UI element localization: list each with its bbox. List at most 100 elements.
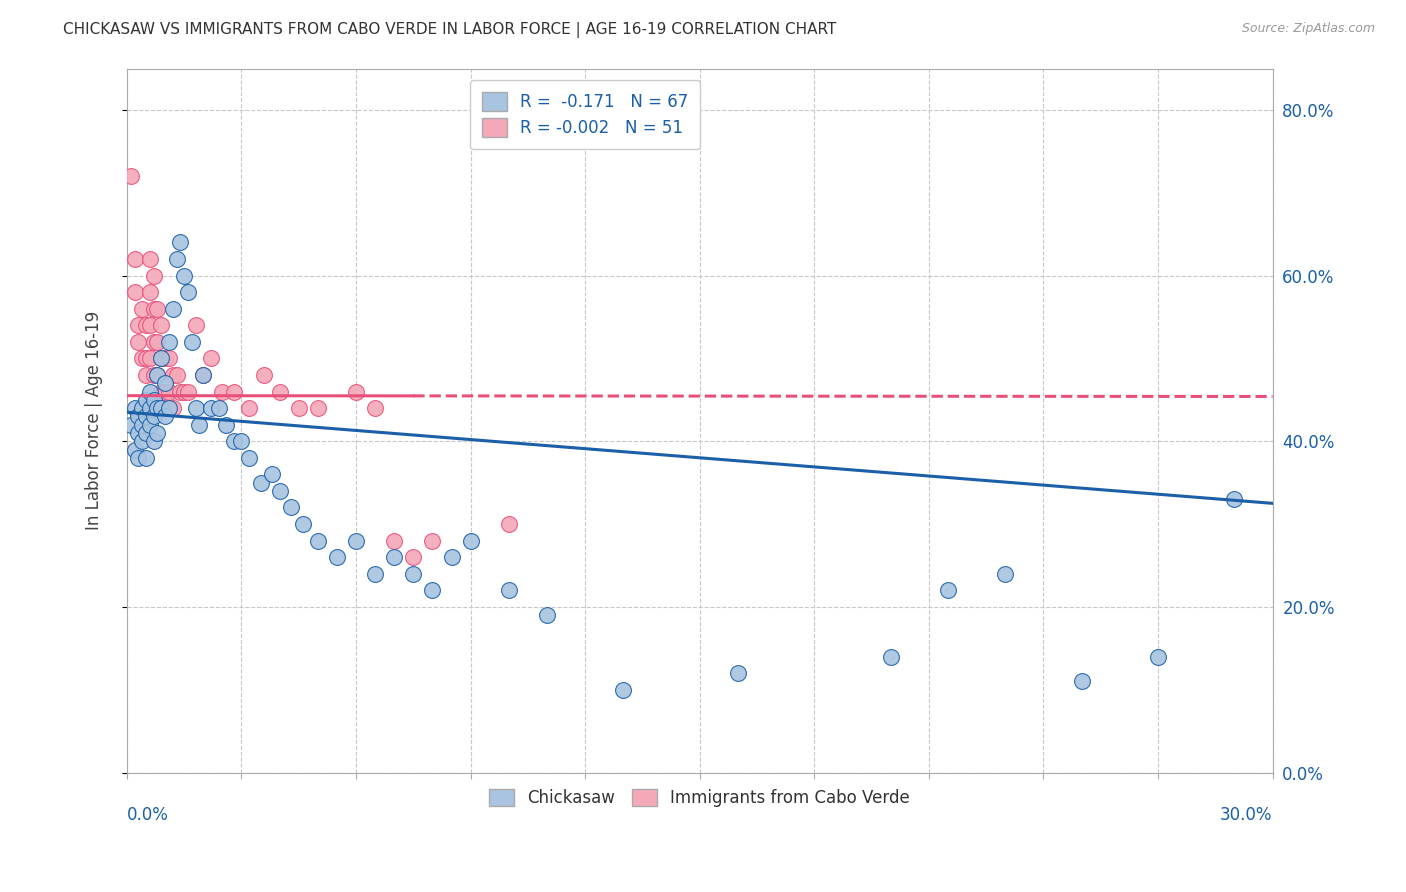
Point [135,368,157,382]
Point [207,401,229,416]
Point [142,368,165,382]
Point [498,583,520,598]
Point [124,252,146,266]
Point [146,368,169,382]
Point [936,583,959,598]
Point [238,450,260,465]
Point [422,583,444,598]
Point [150,351,173,366]
Point [402,550,425,565]
Point [326,550,349,565]
Point [269,483,291,498]
Point [169,235,191,250]
Point [146,401,169,416]
Y-axis label: In Labor Force | Age 16-19: In Labor Force | Age 16-19 [86,311,103,530]
Point [131,351,153,366]
Point [402,566,425,581]
Point [287,401,309,416]
Point [180,334,202,349]
Point [727,666,749,681]
Text: CHICKASAW VS IMMIGRANTS FROM CABO VERDE IN LABOR FORCE | AGE 16-19 CORRELATION C: CHICKASAW VS IMMIGRANTS FROM CABO VERDE … [63,22,837,38]
Point [344,384,367,399]
Point [142,334,165,349]
Point [211,384,233,399]
Point [139,252,162,266]
Point [382,533,405,548]
Point [231,434,253,449]
Point [193,368,215,382]
Point [150,384,173,399]
Point [440,550,463,565]
Point [364,566,387,581]
Point [153,409,176,424]
Text: 0.0%: 0.0% [127,806,169,824]
Point [498,516,520,531]
Point [344,533,367,548]
Point [127,318,149,333]
Point [153,351,176,366]
Point [177,285,200,300]
Point [131,417,153,432]
Point [169,384,191,399]
Point [879,649,901,664]
Point [200,351,222,366]
Point [162,301,184,316]
Point [222,384,245,399]
Point [269,384,291,399]
Point [139,384,162,399]
Point [162,368,184,382]
Point [166,252,188,266]
Point [536,608,558,623]
Point [127,409,149,424]
Point [253,368,276,382]
Point [307,401,329,416]
Point [131,301,153,316]
Point [157,401,180,416]
Point [382,550,405,565]
Point [222,434,245,449]
Point [249,475,271,490]
Point [142,268,165,283]
Point [139,285,162,300]
Point [422,533,444,548]
Point [142,434,165,449]
Point [139,351,162,366]
Point [139,417,162,432]
Point [215,417,238,432]
Point [1223,492,1246,507]
Point [307,533,329,548]
Text: Source: ZipAtlas.com: Source: ZipAtlas.com [1241,22,1375,36]
Point [146,425,169,440]
Point [157,384,180,399]
Point [142,392,165,407]
Point [173,268,195,283]
Point [188,417,211,432]
Point [166,368,188,382]
Point [139,401,162,416]
Point [291,516,314,531]
Point [157,351,180,366]
Point [131,401,153,416]
Point [460,533,482,548]
Point [162,401,184,416]
Point [150,401,173,416]
Legend: Chickasaw, Immigrants from Cabo Verde: Chickasaw, Immigrants from Cabo Verde [482,782,917,814]
Point [157,334,180,349]
Point [120,169,142,184]
Point [135,351,157,366]
Point [177,384,200,399]
Point [124,401,146,416]
Point [150,351,173,366]
Point [135,409,157,424]
Point [135,392,157,407]
Point [200,401,222,416]
Point [120,417,142,432]
Point [131,434,153,449]
Point [146,368,169,382]
Point [1070,674,1092,689]
Point [127,425,149,440]
Point [146,334,169,349]
Point [153,384,176,399]
Point [142,301,165,316]
Point [364,401,387,416]
